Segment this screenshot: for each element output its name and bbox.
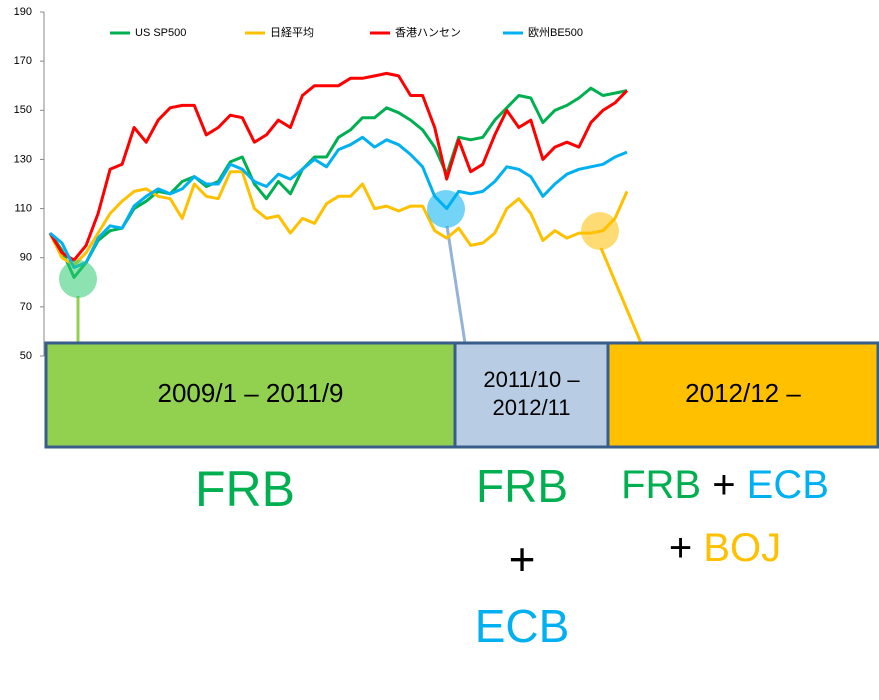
legend-label: US SP500 (135, 27, 186, 39)
pointer-line (445, 225, 467, 344)
highlight-circle (581, 212, 619, 250)
bank-name: FRB (621, 463, 701, 507)
bank-name: ECB (747, 463, 829, 507)
series-line (48, 86, 628, 279)
period-box (44, 341, 457, 449)
series-line (48, 170, 629, 267)
bank-row: + BOJ (669, 526, 781, 570)
period-label: 2012/12 – (685, 378, 801, 408)
bank-name: FRB (195, 461, 295, 517)
bank-row: FRB (476, 460, 568, 512)
legend-label: 欧州BE500 (528, 26, 583, 39)
bank-row: FRB (195, 461, 295, 517)
period-label: 2012/11 (493, 395, 571, 420)
bank-row: + (509, 533, 536, 585)
series-line (48, 71, 629, 262)
bank-row: ECB (475, 600, 570, 652)
y-tick-label: 130 (14, 153, 32, 165)
y-tick-label: 70 (20, 301, 32, 313)
bank-name: + (669, 526, 692, 570)
y-tick-label: 190 (14, 6, 32, 18)
y-tick-label: 170 (14, 55, 32, 67)
bank-name: ECB (475, 600, 570, 652)
period-label: 2011/10 – (483, 367, 580, 392)
y-tick-label: 90 (20, 252, 32, 264)
highlight-circle (427, 190, 465, 228)
period-label: 2009/1 – 2011/9 (157, 378, 343, 408)
plot: 50 70 90 110 130 150 170 190 US SP500 日経平均 香港ハンセン 欧… (14, 6, 629, 362)
pointer-line (599, 247, 643, 344)
bank-name: FRB (476, 460, 568, 512)
legend-label: 香港ハンセン (395, 26, 461, 39)
period-box (606, 341, 879, 449)
y-tick-label: 110 (14, 202, 32, 214)
bank-row: FRB + ECB (621, 463, 829, 507)
y-tick-label: 150 (14, 104, 32, 116)
bank-name: BOJ (703, 526, 781, 570)
series-line (49, 135, 628, 269)
legend-label: 日経平均 (270, 26, 314, 39)
highlight-circle (59, 260, 97, 298)
periods: 2009/1 – 2011/9 2011/10 – 2012/11 2012/12 – (44, 341, 879, 449)
y-tick-label: 50 (20, 350, 32, 362)
bank-name: + (509, 533, 536, 585)
bank-name: + (712, 463, 735, 507)
